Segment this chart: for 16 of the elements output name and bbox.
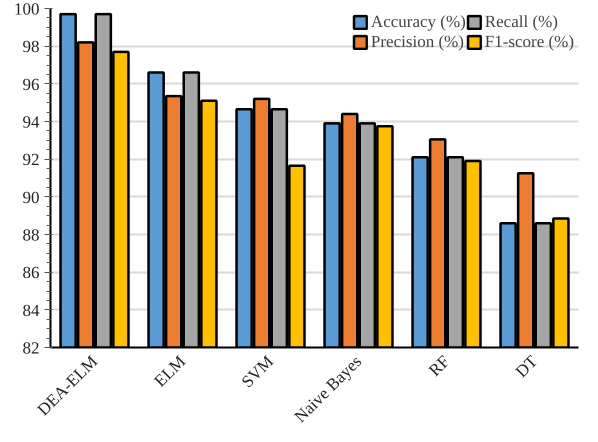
y-tick-label: 98 [22,37,40,56]
y-tick-label: 100 [14,0,40,18]
y-tick-label: 96 [22,74,40,94]
x-tick-label: RF [425,352,454,380]
legend-label: Accuracy (%) [370,12,466,32]
y-tick-label: 94 [22,112,40,132]
y-tick-label: 88 [22,226,40,244]
legend-label: Recall (%) [484,12,558,32]
y-tick-label: 82 [22,338,40,358]
y-tick-label: 86 [22,263,40,282]
legend-label: Precision (%) [370,32,464,52]
y-tick-label: 92 [22,150,40,170]
y-tick-label: 84 [22,300,40,320]
y-tick-label: 90 [22,188,40,207]
x-tick-label: DT [512,351,542,382]
legend-label: F1-score (%) [484,32,574,52]
